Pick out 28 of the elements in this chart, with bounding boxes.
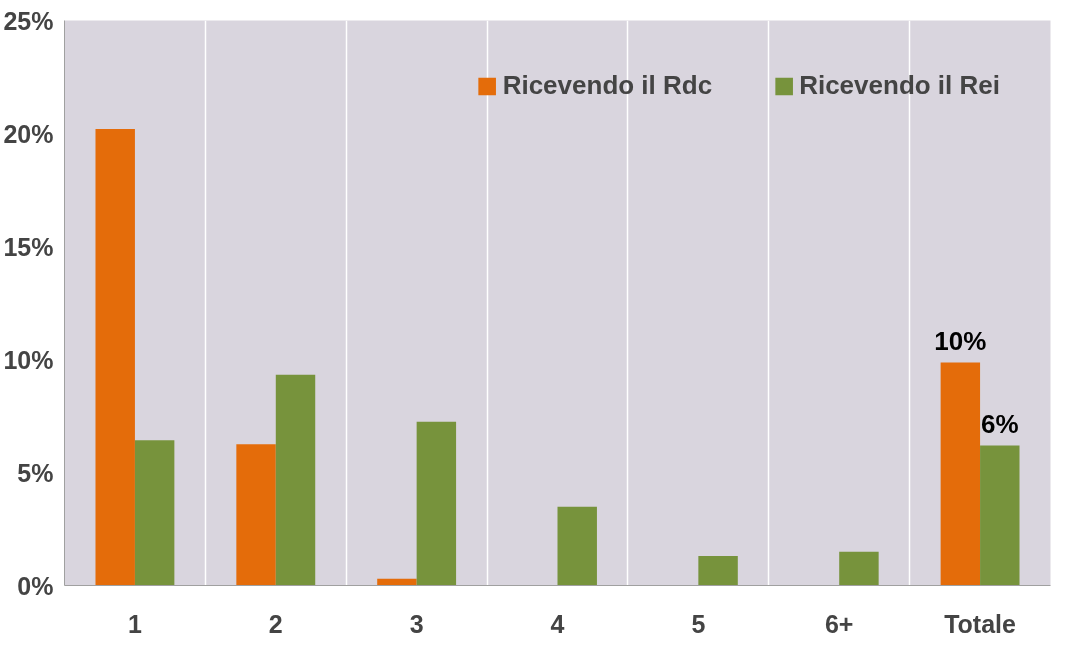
y-tick-label: 5% bbox=[17, 458, 54, 487]
y-tick-label: 15% bbox=[3, 232, 54, 261]
bar bbox=[95, 128, 135, 586]
bar bbox=[377, 578, 417, 586]
bar bbox=[134, 440, 175, 586]
legend-label: Ricevendo il Rdc bbox=[502, 70, 713, 101]
x-tick-label: 2 bbox=[268, 609, 283, 638]
legend-label: Ricevendo il Rei bbox=[799, 70, 1000, 101]
bar bbox=[416, 421, 457, 586]
data-label: 6% bbox=[981, 409, 1019, 440]
y-tick-label: 0% bbox=[17, 571, 54, 600]
bar bbox=[980, 445, 1020, 586]
bar bbox=[839, 551, 879, 586]
x-tick-label: 6+ bbox=[824, 609, 854, 638]
bar bbox=[940, 362, 981, 586]
x-tick-label: Totale bbox=[944, 609, 1017, 638]
x-tick-label: 4 bbox=[550, 609, 565, 638]
data-label: 10% bbox=[934, 326, 987, 357]
bar bbox=[557, 506, 597, 586]
bar bbox=[698, 555, 738, 586]
y-tick-label: 20% bbox=[3, 119, 54, 148]
y-tick-label: 25% bbox=[3, 6, 54, 35]
x-tick-label: 5 bbox=[691, 609, 706, 638]
x-tick-label: 1 bbox=[127, 609, 142, 638]
bar bbox=[275, 374, 316, 586]
x-tick-label: 3 bbox=[409, 609, 424, 638]
y-tick-label: 10% bbox=[3, 345, 54, 374]
bar bbox=[236, 444, 276, 586]
